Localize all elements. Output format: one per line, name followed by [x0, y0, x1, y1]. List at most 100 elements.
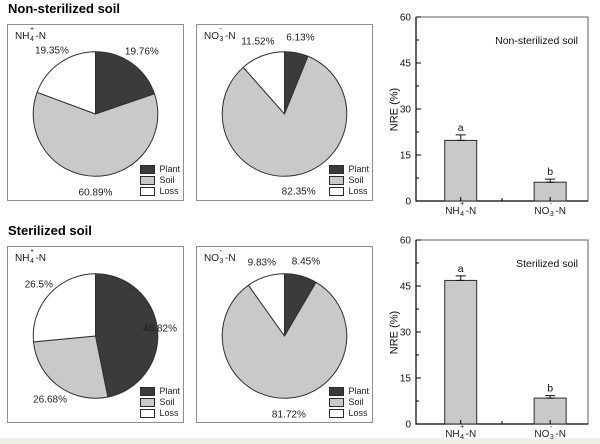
ion-label-no3: NO -3 -N: [204, 26, 236, 43]
pie-title: NO -3 -N: [204, 26, 236, 43]
ion-superscript: -: [219, 26, 222, 33]
ion-base: NH: [445, 206, 460, 217]
legend-item-soil: Soil: [140, 397, 180, 407]
section-title-sterilized: Sterilized soil: [8, 223, 92, 238]
significance-letter: a: [458, 263, 464, 275]
ion-subsup: +4: [460, 201, 466, 218]
section-title-non-sterilized: Non-sterilized soil: [8, 1, 120, 16]
ion-suffix: -N: [35, 31, 47, 42]
legend-swatch-plant: [140, 164, 156, 174]
legend-label-soil: Soil: [348, 175, 364, 185]
legend-swatch-plant: [140, 386, 156, 396]
legend-label-plant: Plant: [348, 386, 369, 396]
pie-slice-soil: [32, 335, 109, 399]
legend-swatch-soil: [329, 397, 345, 407]
slice-value-label-plant: 46.82%: [143, 323, 177, 335]
pie-slice-soil: [221, 281, 348, 399]
pie-chart: [32, 51, 159, 177]
ion-subsup: -3: [219, 26, 225, 43]
ion-base: NO: [534, 206, 550, 217]
ion-subscript: 4: [460, 211, 465, 218]
legend-label-soil: Soil: [348, 397, 364, 407]
slice-value-label-plant: 8.45%: [291, 256, 321, 268]
legend-swatch-loss: [140, 186, 156, 196]
ion-label-nh4: NH +4 -N: [445, 201, 476, 218]
slice-value-label-loss: 9.83%: [247, 257, 276, 269]
legend-label-plant: Plant: [348, 164, 369, 174]
ion-subscript: 3: [549, 434, 554, 441]
bar-chart-non-sterilized: NRE (%) 0 15 30 45 60 a b Non-sterilized soil NH +…: [378, 6, 600, 222]
slice-value-label-plant: 19.76%: [124, 46, 159, 58]
ion-suffix: -N: [225, 253, 236, 264]
ion-subsup: +4: [29, 248, 35, 265]
pie-chart: [32, 273, 159, 399]
x-category-label-nh4: NH +4 -N: [445, 424, 476, 441]
slice-value-label-soil: 60.89%: [78, 187, 113, 199]
slice-value-label-soil: 81.72%: [271, 409, 306, 421]
legend-item-soil: Soil: [329, 397, 369, 407]
ion-base: NH: [15, 31, 30, 42]
legend-label-loss: Loss: [348, 186, 368, 196]
pie-panel-nh4-sterilized: 46.82% 26.68% 26.5% NH +4 -N Plant Soil Loss: [7, 246, 184, 423]
pie-legend: Plant Soil Loss: [138, 163, 181, 198]
legend-swatch-plant: [329, 386, 345, 396]
legend-item-plant: Plant: [329, 386, 369, 396]
y-tick-label: 15: [400, 151, 412, 162]
bottom-edge-strip: [0, 438, 600, 444]
pie-legend: Plant Soil Loss: [138, 385, 181, 420]
legend-item-loss: Loss: [329, 186, 369, 196]
legend-item-soil: Soil: [140, 175, 180, 185]
legend-swatch-soil: [140, 397, 156, 407]
y-tick-label: 45: [400, 282, 412, 293]
pie-chart: [221, 273, 348, 399]
slice-value-label-loss: 11.52%: [241, 36, 275, 48]
pie-slice-loss: [32, 273, 96, 343]
ion-suffix: -N: [555, 429, 566, 440]
ion-subsup: -3: [219, 248, 225, 265]
slice-value-label-soil: 26.68%: [33, 394, 67, 406]
pie-slice-plant: [95, 273, 159, 398]
error-bar-no3: [545, 178, 556, 183]
ion-base: NH: [445, 429, 460, 440]
significance-letter: b: [547, 166, 553, 178]
pie-slice-soil: [221, 55, 348, 177]
significance-letter: a: [458, 122, 464, 134]
y-tick-label: 45: [400, 59, 412, 70]
ion-suffix: -N: [555, 206, 566, 217]
ion-superscript: -: [549, 201, 553, 208]
ion-label-nh4: NH +4 -N: [15, 26, 47, 43]
ion-label-no3: NO -3 -N: [534, 424, 566, 441]
slice-value-label-plant: 6.13%: [286, 32, 315, 44]
ion-subsup: -3: [549, 201, 555, 218]
pie-legend: Plant Soil Loss: [327, 163, 370, 198]
pie-title: NH +4 -N: [15, 26, 47, 43]
legend-swatch-loss: [329, 186, 345, 196]
pie-legend: Plant Soil Loss: [327, 385, 370, 420]
ion-base: NO: [204, 31, 219, 42]
legend-label-soil: Soil: [159, 397, 175, 407]
y-tick-label: 0: [405, 197, 411, 208]
legend-swatch-soil: [140, 175, 156, 185]
y-tick-label: 0: [405, 420, 411, 431]
pie-chart: [221, 51, 348, 177]
slice-value-label-soil: 82.35%: [281, 186, 316, 198]
pie-title: NH +4 -N: [15, 248, 46, 265]
ion-subscript: 3: [219, 258, 224, 265]
legend-swatch-soil: [329, 175, 345, 185]
bar-plot: 0 15 30 45 60 a b Non-sterilized soil: [400, 13, 589, 208]
ion-superscript: -: [219, 248, 222, 255]
bar-chart-sterilized: NRE (%) 0 15 30 45 60 a b Sterilized soil NH +4 -N N…: [378, 229, 600, 444]
panel-annotation: Sterilized soil: [516, 258, 578, 270]
slice-value-label-loss: 19.35%: [34, 45, 69, 57]
error-bar-nh4: [455, 134, 466, 141]
legend-item-loss: Loss: [140, 408, 180, 418]
legend-swatch-loss: [329, 408, 345, 418]
legend-item-loss: Loss: [329, 408, 369, 418]
legend-item-plant: Plant: [329, 164, 369, 174]
pie-slice-soil: [32, 91, 159, 177]
ion-subsup: +4: [460, 424, 466, 441]
x-category-label-no3: NO -3 -N: [534, 424, 566, 441]
y-tick-label: 30: [400, 328, 412, 339]
ion-subscript: 3: [549, 211, 554, 218]
